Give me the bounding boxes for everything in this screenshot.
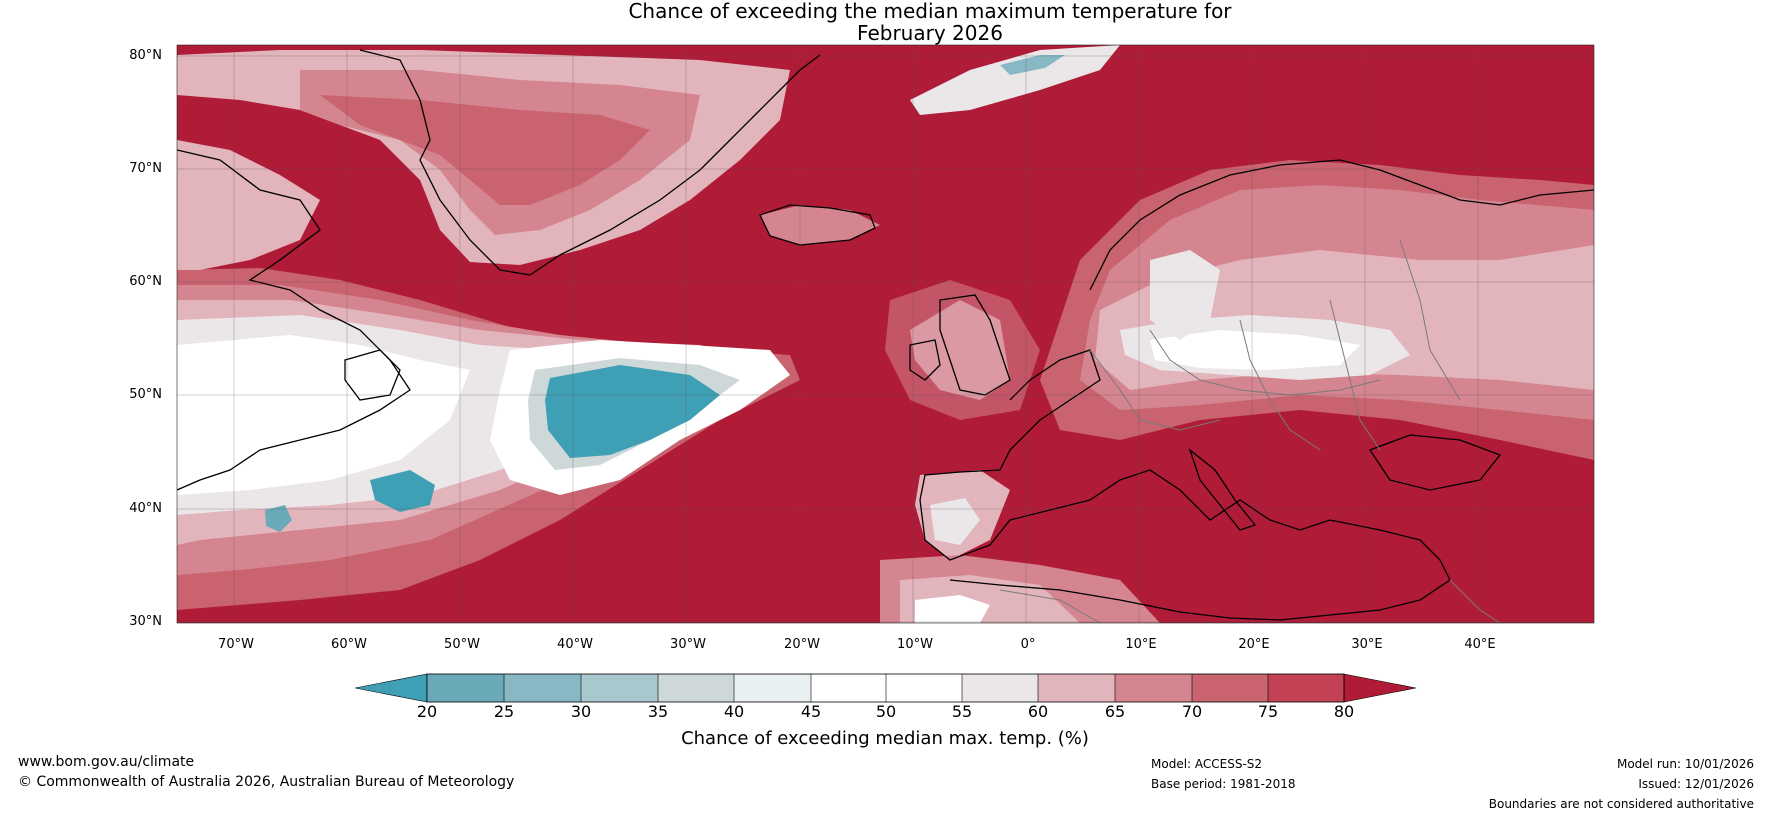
lon-label: 20°W	[784, 637, 820, 652]
colorbar-tick-label: 25	[493, 702, 515, 721]
colorbar-segment	[581, 674, 658, 702]
colorbar-segment	[1115, 674, 1192, 702]
colorbar-segment	[504, 674, 581, 702]
shade-iberia-white	[930, 498, 980, 545]
ireland-coastline	[909, 339, 941, 381]
copyright-notice: © Commonwealth of Australia 2026, Austra…	[18, 774, 515, 790]
shade-svalbard-white	[910, 45, 1120, 115]
map-title-line1: Chance of exceeding the median maximum t…	[628, 0, 1232, 23]
colorbar-tick-label: 75	[1257, 702, 1279, 721]
shade-svalbard-teal	[1000, 55, 1065, 75]
colorbar-segment	[1192, 674, 1268, 702]
colorbar-dividers	[503, 674, 1269, 702]
lon-label: 70°W	[218, 637, 254, 652]
border-line-2	[1149, 329, 1381, 396]
shade-iceland-60-65	[760, 205, 880, 245]
colorbar-segment	[886, 674, 962, 702]
lat-label: 70°N	[129, 161, 162, 176]
shade-nova-scotia-teal	[265, 505, 292, 532]
scandinavia-coastline	[1089, 159, 1594, 291]
lon-label: 30°W	[670, 637, 706, 652]
shade-canada-arctic-60-65	[177, 140, 320, 270]
colorbar-segment	[1038, 674, 1115, 702]
shade-nw-africa-white	[915, 595, 990, 623]
colorbar-label: Chance of exceeding median max. temp. (%…	[681, 728, 1089, 749]
shade-newfoundland-teal	[370, 470, 435, 512]
colorbar-segment	[962, 674, 1038, 702]
mediterranean-coastline	[949, 469, 1451, 621]
model-name: Model: ACCESS-S2	[1151, 757, 1263, 771]
border-line-7	[1449, 579, 1501, 623]
colorbar-segment	[1268, 674, 1344, 702]
lon-label: 10°W	[897, 637, 933, 652]
lon-label: 60°W	[331, 637, 367, 652]
colorbar-frame	[426, 673, 1345, 703]
map-title-line2: February 2026	[857, 21, 1003, 45]
colorbar-tick-label: 80	[1333, 702, 1355, 721]
border-line-3	[1239, 319, 1321, 451]
colorbar-tick-label: 70	[1181, 702, 1203, 721]
colorbar-segment	[658, 674, 734, 702]
lat-label: 80°N	[129, 48, 162, 63]
shade-greenland-70-75	[320, 95, 650, 205]
lat-label: 40°N	[129, 501, 162, 516]
colorbar-tick-label: 45	[800, 702, 822, 721]
lon-label: 0°	[1020, 637, 1036, 652]
europe-west-coastline	[919, 349, 1101, 561]
colorbar-tick-label: 60	[1027, 702, 1049, 721]
border-line-1	[1089, 349, 1221, 431]
website-link[interactable]: www.bom.gov.au/climate	[18, 754, 195, 770]
base-period: Base period: 1981-2018	[1151, 777, 1296, 791]
colorbar-tick-label: 20	[416, 702, 438, 721]
lat-label: 60°N	[129, 274, 162, 289]
canada-coastline	[177, 149, 411, 491]
lon-label: 10°E	[1125, 637, 1157, 652]
lat-label: 50°N	[129, 387, 162, 402]
border-line-5	[1399, 239, 1461, 401]
colorbar-tick-label: 40	[723, 702, 745, 721]
model-run-date: Model run: 10/01/2026	[1616, 757, 1754, 771]
lat-label: 30°N	[129, 614, 162, 629]
lon-label: 50°W	[444, 637, 480, 652]
border-line-4	[1329, 299, 1381, 451]
lon-label: 40°W	[557, 637, 593, 652]
colorbar-tick-label: 30	[570, 702, 592, 721]
shade-atlantic-below20	[545, 365, 720, 458]
colorbar-segment	[734, 674, 811, 702]
shade-canada-45-50	[177, 335, 470, 495]
colorbar-low-extension	[354, 673, 428, 703]
border-line-6	[999, 589, 1101, 623]
boundaries-disclaimer: Boundaries are not considered authoritat…	[1488, 797, 1754, 811]
colorbar-tick-label: 35	[647, 702, 669, 721]
colorbar-high-extension	[1343, 673, 1417, 703]
colorbar-segment	[811, 674, 886, 702]
uk-coastline	[939, 294, 1011, 396]
lon-label: 30°E	[1351, 637, 1383, 652]
lon-label: 20°E	[1238, 637, 1270, 652]
shade-scandinavia-white	[1150, 250, 1220, 340]
black-sea-coastline	[1369, 434, 1502, 491]
colorbar-tick-label: 50	[875, 702, 897, 721]
shade-central-europe-50-55	[1150, 330, 1360, 370]
colorbar-segment	[427, 674, 504, 702]
iceland-coastline	[759, 204, 876, 246]
italy-coastline	[1188, 448, 1257, 531]
colorbar-tick-label: 55	[951, 702, 973, 721]
colorbar-tick-label: 65	[1104, 702, 1126, 721]
lon-label: 40°E	[1464, 637, 1496, 652]
issued-date: Issued: 12/01/2026	[1638, 777, 1754, 791]
greenland-coastline	[359, 49, 821, 276]
map-frame	[176, 44, 1595, 624]
